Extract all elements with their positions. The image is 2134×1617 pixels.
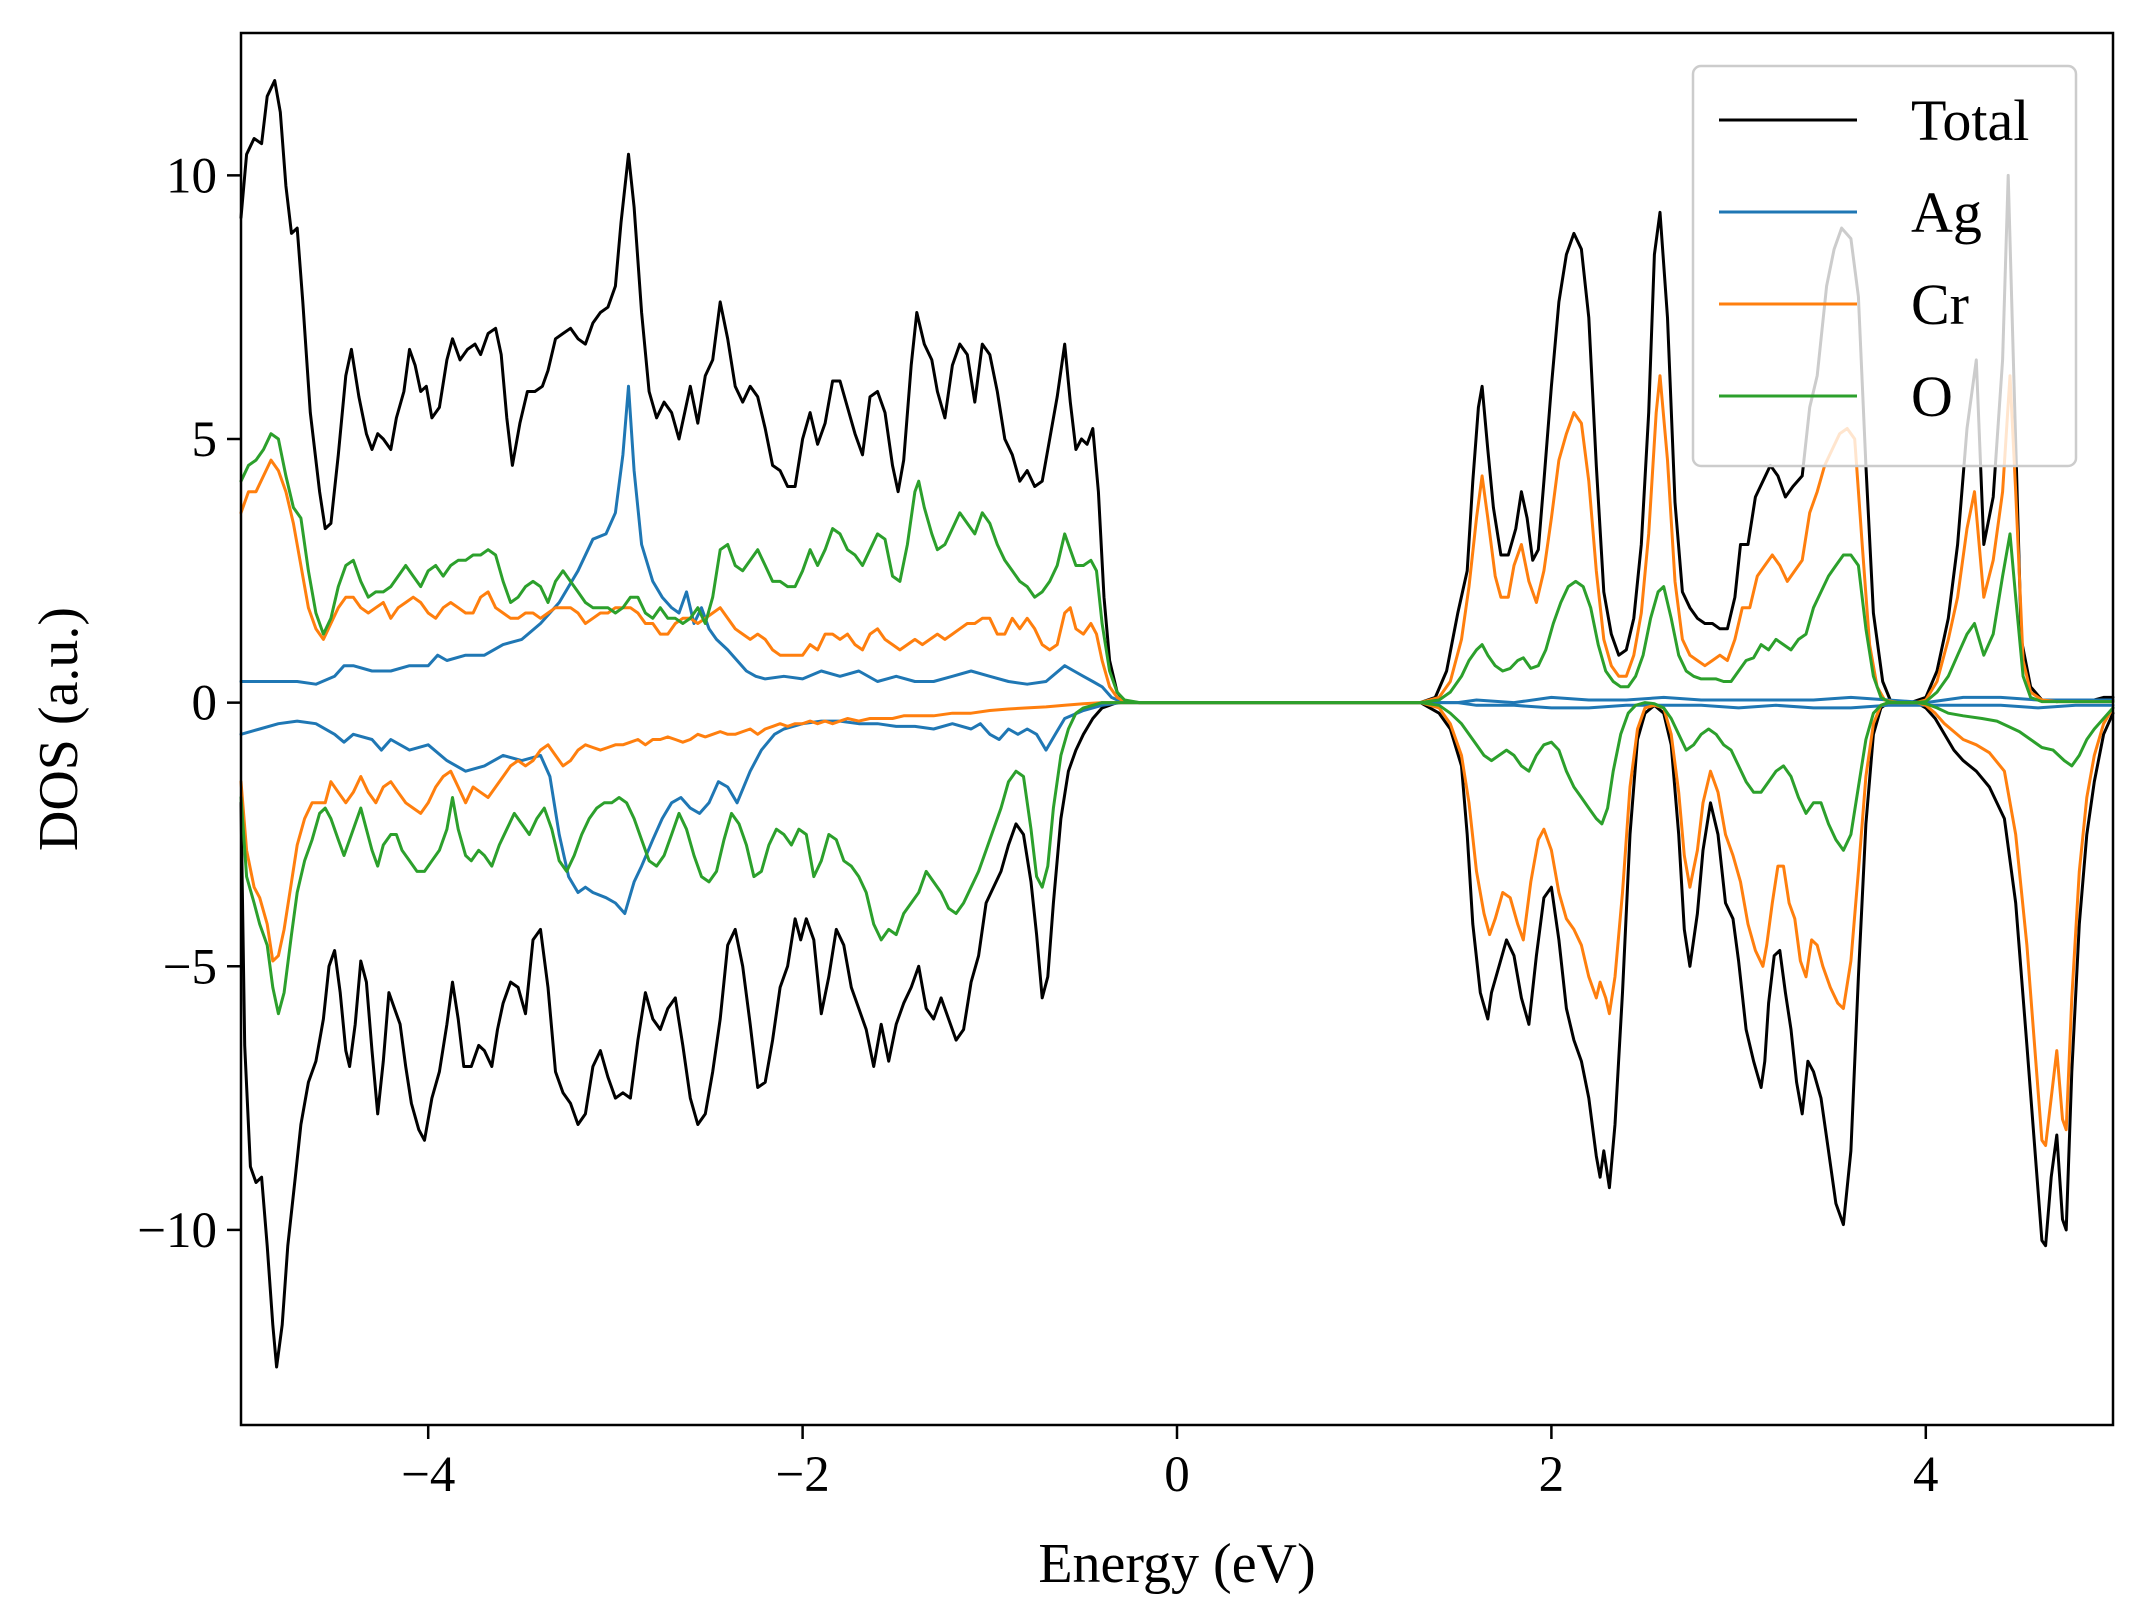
series-ag-up — [239, 384, 2115, 705]
x-tick-label: −4 — [401, 1447, 455, 1503]
y-tick-label: 10 — [166, 148, 217, 204]
y-tick-label: −5 — [163, 939, 217, 995]
legend-label-cr: Cr — [1911, 272, 1969, 337]
legend-label-ag: Ag — [1911, 180, 1982, 245]
series-cr-up — [239, 374, 2115, 705]
y-axis: −10 −5 0 5 10 — [137, 148, 241, 1259]
series-o-up — [239, 432, 2115, 705]
y-tick-label: 0 — [192, 676, 218, 732]
x-tick-label: 2 — [1539, 1447, 1565, 1503]
y-axis-label: DOS (a.u.) — [28, 607, 90, 851]
y-tick-label: −10 — [137, 1203, 217, 1259]
y-tick-label: 5 — [192, 412, 218, 468]
legend-label-total: Total — [1911, 88, 2029, 153]
series-total-down — [239, 701, 2115, 1369]
x-tick-label: −2 — [775, 1447, 829, 1503]
series-total-up — [239, 79, 2115, 705]
series-o-down — [239, 701, 2115, 1016]
series-layer — [239, 79, 2115, 1369]
x-tick-label: 0 — [1164, 1447, 1190, 1503]
legend: Total Ag Cr O — [1691, 64, 2078, 468]
x-axis: −4 −2 0 2 4 — [401, 1425, 1939, 1503]
legend-box — [1691, 64, 2078, 468]
x-tick-label: 4 — [1913, 1447, 1939, 1503]
legend-label-o: O — [1911, 364, 1953, 429]
series-cr-down — [239, 701, 2115, 1147]
series-ag-down — [239, 701, 2115, 915]
x-axis-label: Energy (eV) — [1038, 1533, 1315, 1595]
